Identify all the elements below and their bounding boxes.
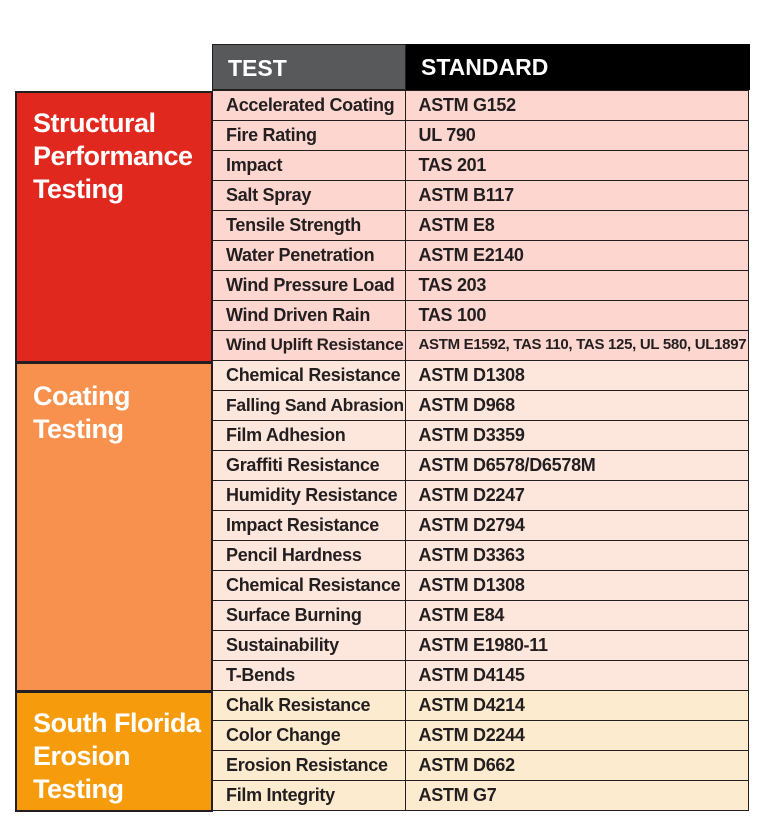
- table-row: Pencil Hardness ASTM D3363: [212, 539, 750, 571]
- test-cell: Humidity Resistance: [212, 479, 406, 511]
- section-structural-performance: Structural Performance Testing: [15, 91, 213, 363]
- section-label-structural: Structural Performance Testing: [33, 108, 193, 204]
- standard-cell: ASTM D4214: [404, 689, 749, 721]
- table-row: Erosion Resistance ASTM D662: [212, 749, 750, 781]
- standard-cell: ASTM E8: [404, 209, 749, 241]
- section-south-florida-erosion: South Florida Erosion Testing: [15, 691, 213, 812]
- standard-cell: ASTM D4145: [404, 659, 749, 691]
- table-row: Chemical Resistance ASTM D1308: [212, 569, 750, 601]
- test-cell: Film Integrity: [212, 779, 406, 811]
- table-row: Surface Burning ASTM E84: [212, 599, 750, 631]
- test-cell: Water Penetration: [212, 239, 406, 271]
- standard-cell: ASTM D2794: [404, 509, 749, 541]
- test-cell: Wind Driven Rain: [212, 299, 406, 331]
- section-label-coating: Coating Testing: [33, 381, 131, 444]
- table-row: Film Adhesion ASTM D3359: [212, 419, 750, 451]
- test-cell: Pencil Hardness: [212, 539, 406, 571]
- test-cell: Impact Resistance: [212, 509, 406, 541]
- table-row: Tensile Strength ASTM E8: [212, 209, 750, 241]
- table-row: Water Penetration ASTM E2140: [212, 239, 750, 271]
- standard-cell: UL 790: [404, 119, 749, 151]
- test-cell: Surface Burning: [212, 599, 406, 631]
- table-row: Salt Spray ASTM B117: [212, 179, 750, 211]
- table-row: Sustainability ASTM E1980-11: [212, 629, 750, 661]
- table-row: Impact Resistance ASTM D2794: [212, 509, 750, 541]
- table-row: Fire Rating UL 790: [212, 119, 750, 151]
- test-cell: Falling Sand Abrasion: [212, 389, 406, 421]
- table-row: Humidity Resistance ASTM D2247: [212, 479, 750, 511]
- table-row: Chalk Resistance ASTM D4214: [212, 689, 750, 721]
- test-cell: Chemical Resistance: [212, 569, 406, 601]
- standard-cell: ASTM G7: [404, 779, 749, 811]
- standard-cell: ASTM B117: [404, 179, 749, 211]
- standard-cell: TAS 203: [404, 269, 749, 301]
- table-row: Chemical Resistance ASTM D1308: [212, 359, 750, 391]
- column-header-test: TEST: [212, 44, 406, 90]
- table-row: Falling Sand Abrasion ASTM D968: [212, 389, 750, 421]
- standard-cell: ASTM D1308: [404, 569, 749, 601]
- standard-cell: ASTM D662: [404, 749, 749, 781]
- test-cell: Tensile Strength: [212, 209, 406, 241]
- test-cell: Film Adhesion: [212, 419, 406, 451]
- table-row: Wind Pressure Load TAS 203: [212, 269, 750, 301]
- test-cell: Graffiti Resistance: [212, 449, 406, 481]
- standard-cell: ASTM D3363: [404, 539, 749, 571]
- test-cell: Chalk Resistance: [212, 689, 406, 721]
- test-cell: Chemical Resistance: [212, 359, 406, 391]
- standard-cell: ASTM G152: [404, 89, 749, 121]
- test-cell: Erosion Resistance: [212, 749, 406, 781]
- section-coating: Coating Testing: [15, 362, 213, 692]
- test-cell: Sustainability: [212, 629, 406, 661]
- table-row: Impact TAS 201: [212, 149, 750, 181]
- standard-cell: ASTM E1592, TAS 110, TAS 125, UL 580, UL…: [404, 329, 749, 361]
- test-cell: Accelerated Coating: [212, 89, 406, 121]
- standard-cell: ASTM E84: [404, 599, 749, 631]
- table-row: Accelerated Coating ASTM G152: [212, 89, 750, 121]
- standard-cell: ASTM D6578/D6578M: [404, 449, 749, 481]
- test-cell: Wind Pressure Load: [212, 269, 406, 301]
- test-cell: Wind Uplift Resistance: [212, 329, 406, 361]
- standard-cell: TAS 100: [404, 299, 749, 331]
- table-row: Wind Driven Rain TAS 100: [212, 299, 750, 331]
- table-row: Film Integrity ASTM G7: [212, 779, 750, 811]
- test-cell: Color Change: [212, 719, 406, 751]
- standard-cell: ASTM D968: [404, 389, 749, 421]
- standard-cell: ASTM D2244: [404, 719, 749, 751]
- standard-cell: TAS 201: [404, 149, 749, 181]
- standard-cell: ASTM D3359: [404, 419, 749, 451]
- standard-cell: ASTM E1980-11: [404, 629, 749, 661]
- test-cell: Fire Rating: [212, 119, 406, 151]
- section-label-florida: South Florida Erosion Testing: [33, 708, 201, 804]
- test-cell: Salt Spray: [212, 179, 406, 211]
- standard-cell: ASTM E2140: [404, 239, 749, 271]
- table-row: T-Bends ASTM D4145: [212, 659, 750, 691]
- test-standards-table: Accelerated Coating ASTM G152 Fire Rating U…: [212, 89, 750, 811]
- standard-cell: ASTM D1308: [404, 359, 749, 391]
- column-header-standard: STANDARD: [406, 44, 750, 90]
- table-row: Wind Uplift Resistance ASTM E1592, TAS 11…: [212, 329, 750, 361]
- test-cell: T-Bends: [212, 659, 406, 691]
- table-row: Graffiti Resistance ASTM D6578/D6578M: [212, 449, 750, 481]
- standard-cell: ASTM D2247: [404, 479, 749, 511]
- test-cell: Impact: [212, 149, 406, 181]
- table-row: Color Change ASTM D2244: [212, 719, 750, 751]
